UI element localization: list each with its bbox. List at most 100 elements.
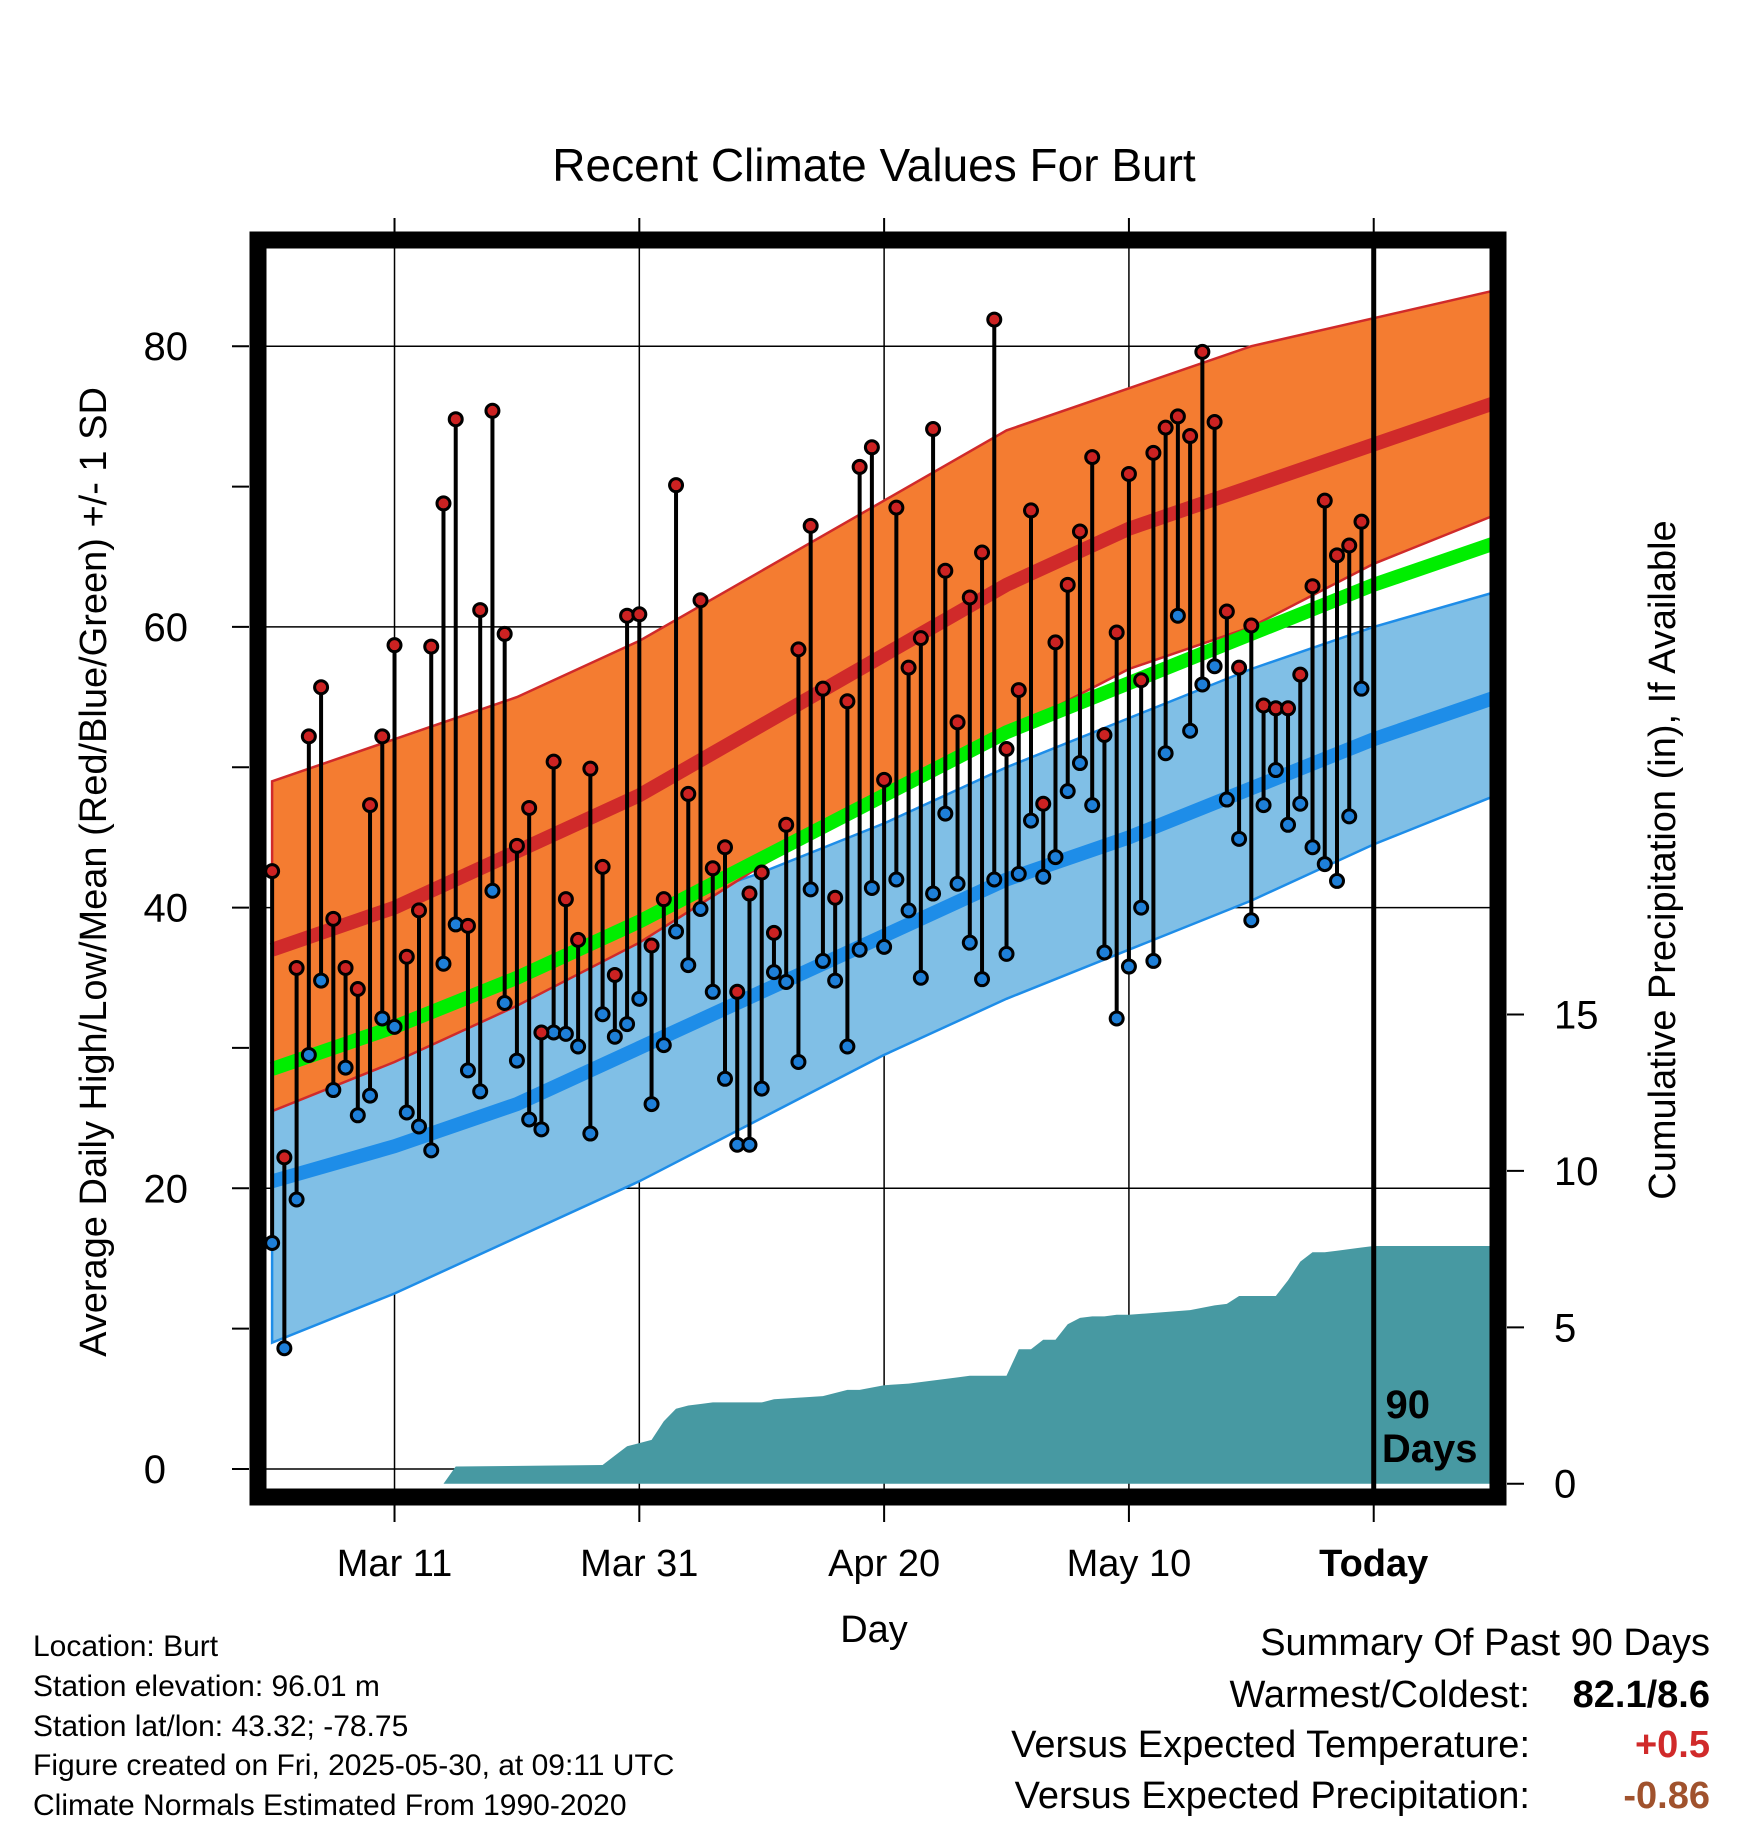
daily-high-point — [1292, 666, 1309, 683]
daily-low-point — [337, 1059, 354, 1076]
daily-low-point — [386, 1018, 403, 1035]
daily-low-point — [1341, 808, 1358, 825]
daily-low-point — [1292, 795, 1309, 812]
x-tick-label: May 10 — [1067, 1543, 1192, 1585]
daily-low-point — [606, 1028, 623, 1045]
daily-high-point — [1218, 603, 1235, 620]
info-elevation: Station elevation: 96.01 m — [33, 1670, 380, 1703]
axis-ticks — [232, 218, 1524, 1522]
daily-low-point — [1218, 791, 1235, 808]
daily-low-point — [851, 941, 868, 958]
y-tick-label: 0 — [144, 1448, 166, 1492]
daily-high-point — [1108, 624, 1125, 641]
daily-low-point — [300, 1046, 317, 1063]
daily-high-point — [325, 910, 342, 927]
daily-low-point — [827, 972, 844, 989]
daily-low-point — [1304, 839, 1321, 856]
daily-high-point — [1194, 343, 1211, 360]
daily-low-point — [325, 1082, 342, 1099]
daily-high-point — [631, 606, 648, 623]
daily-high-point — [974, 544, 991, 561]
y2-tick-labels: 0 5 10 15 — [1554, 993, 1599, 1506]
x-tick-label: Mar 11 — [337, 1543, 452, 1585]
y2-axis-title: Cumulative Precipitation (in), If Availa… — [1642, 520, 1684, 1199]
daily-high-point — [606, 966, 623, 983]
daily-high-point — [876, 771, 893, 788]
daily-high-point — [349, 980, 366, 997]
daily-high-point — [300, 728, 317, 745]
daily-low-point — [423, 1142, 440, 1159]
y-tick-label: 80 — [144, 325, 189, 369]
daily-high-point — [1316, 492, 1333, 509]
daily-high-point — [521, 799, 538, 816]
daily-high-point — [570, 931, 587, 948]
daily-low-point — [619, 1016, 636, 1033]
daily-low-point — [435, 955, 452, 972]
daily-high-point — [717, 839, 733, 856]
daily-low-point — [349, 1107, 366, 1124]
daily-high-point — [484, 402, 501, 419]
daily-low-point — [692, 900, 709, 917]
x-tick-label: Apr 20 — [828, 1543, 940, 1585]
daily-low-point — [1108, 1010, 1125, 1027]
daily-high-point — [680, 785, 697, 802]
y2-tick-label: 5 — [1554, 1306, 1576, 1350]
daily-high-point — [362, 797, 379, 814]
daily-high-point — [447, 411, 464, 428]
daily-high-point — [1329, 547, 1345, 564]
info-latlon: Station lat/lon: 43.32; -78.75 — [33, 1710, 409, 1743]
info-normals: Climate Normals Estimated From 1990-2020 — [33, 1789, 627, 1822]
daily-points — [266, 311, 1370, 1357]
y-tick-labels: 0 20 40 60 80 — [144, 325, 189, 1492]
daily-high-point — [266, 863, 281, 880]
daily-high-point — [423, 638, 440, 655]
daily-low-point — [753, 1080, 770, 1097]
daily-low-point — [1133, 899, 1150, 916]
daily-low-point — [1120, 958, 1137, 975]
daily-high-point — [1341, 537, 1358, 554]
daily-low-point — [1059, 783, 1076, 800]
daily-low-point — [778, 973, 795, 990]
warmest-coldest-label: Warmest/Coldest: — [1229, 1674, 1530, 1716]
summary-warmest-coldest: Warmest/Coldest: 82.1/8.6 — [1229, 1674, 1710, 1717]
daily-high-point — [814, 680, 831, 697]
y2-tick-label: 15 — [1554, 993, 1599, 1037]
daily-low-point — [986, 871, 1003, 888]
daily-high-point — [1120, 465, 1137, 482]
daily-high-point — [643, 937, 660, 954]
daily-low-point — [313, 972, 330, 989]
daily-high-point — [998, 741, 1015, 758]
daily-low-point — [974, 971, 991, 988]
daily-low-point — [668, 923, 685, 940]
daily-low-point — [1145, 952, 1162, 969]
summary-temperature: Versus Expected Temperature: +0.5 — [1011, 1724, 1710, 1767]
daily-high-point — [582, 760, 599, 777]
summary-title-text: Summary Of Past 90 Days — [1260, 1622, 1710, 1664]
daily-low-point — [1255, 797, 1272, 814]
daily-high-point — [802, 517, 819, 534]
x-tick-label: Mar 31 — [580, 1543, 698, 1585]
daily-low-point — [888, 871, 905, 888]
daily-low-point — [570, 1038, 587, 1055]
daily-range-stems — [270, 319, 1364, 1349]
daily-low-point — [582, 1125, 599, 1142]
daily-low-point — [472, 1083, 489, 1100]
daily-high-point — [655, 891, 672, 908]
daily-high-point — [961, 589, 978, 606]
daily-low-point — [594, 1006, 611, 1023]
daily-high-point — [533, 1024, 550, 1041]
daily-low-point — [802, 881, 819, 898]
daily-low-point — [680, 957, 697, 974]
daily-high-point — [496, 625, 513, 642]
info-location: Location: Burt — [33, 1630, 219, 1663]
daily-high-point — [288, 959, 305, 976]
y-tick-label: 20 — [144, 1167, 189, 1211]
daily-high-point — [1096, 726, 1113, 743]
daily-high-point — [949, 714, 966, 731]
daily-low-point — [496, 995, 513, 1012]
daily-low-point — [949, 875, 966, 892]
chart-title: Recent Climate Values For Burt — [552, 139, 1196, 191]
daily-high-point — [1047, 634, 1064, 651]
daily-low-point — [1023, 812, 1039, 829]
daily-low-point — [1206, 658, 1223, 675]
